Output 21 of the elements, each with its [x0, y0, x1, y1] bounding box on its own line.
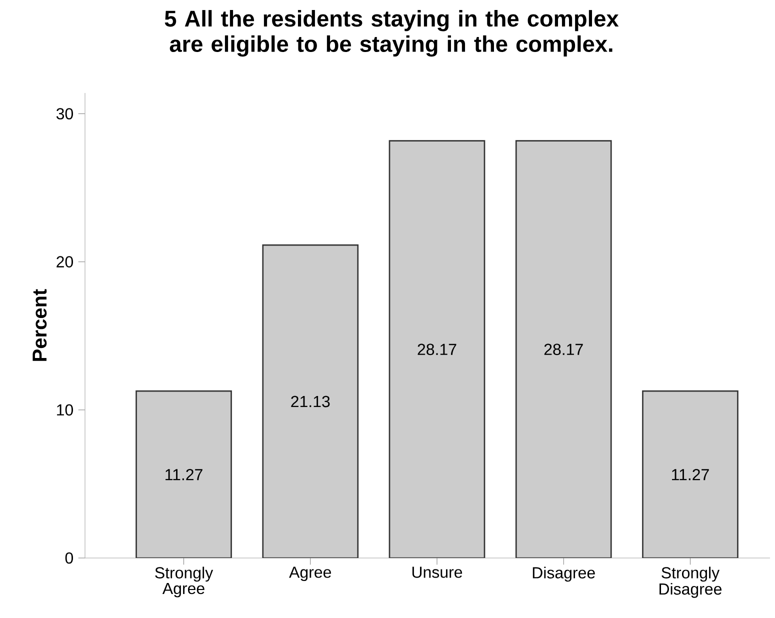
y-tick-label: 0: [65, 552, 74, 564]
data-label: 28.17: [544, 344, 583, 356]
x-tick-label: Unsure: [412, 566, 462, 578]
y-tick-label: 10: [57, 404, 74, 416]
chart-title: 5 All the residents staying in the complex are eligible to be staying in the complex.: [164, 10, 619, 57]
bar: [515, 140, 612, 558]
y-axis-title: Percent: [32, 289, 47, 361]
data-label: 11.27: [672, 468, 709, 480]
y-tick-label: 30: [56, 108, 74, 120]
data-label: 28.17: [418, 344, 456, 356]
data-label: 11.27: [166, 468, 202, 480]
x-tick-label: Disagree: [532, 566, 595, 582]
bar: [136, 390, 232, 558]
x-tick-label: Strongly Agree: [155, 566, 214, 598]
x-tick-label: Agree: [289, 566, 331, 582]
bar: [262, 244, 359, 558]
data-label: 21.13: [291, 396, 330, 408]
y-tick-label: 20: [56, 256, 74, 268]
x-tick-label: Strongly Disagree: [660, 566, 722, 598]
bar: [388, 140, 486, 558]
bar: [642, 390, 738, 558]
